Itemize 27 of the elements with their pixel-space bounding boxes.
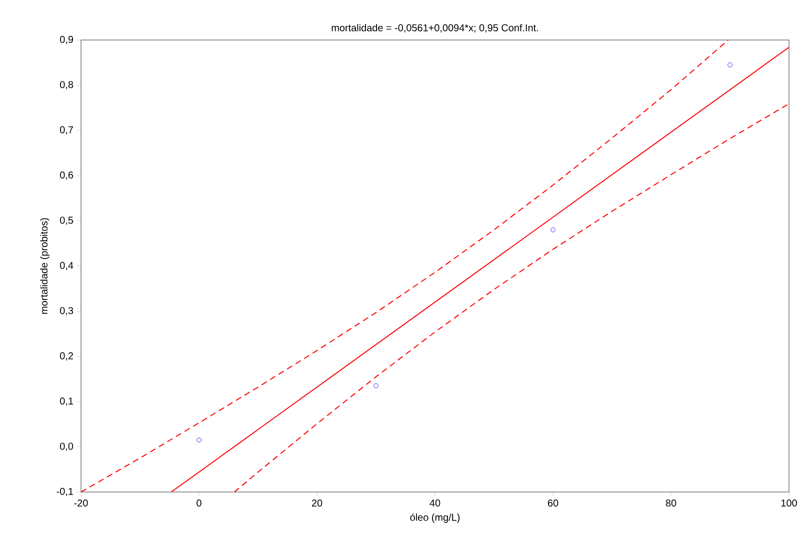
- point: [550, 227, 556, 232]
- y-tick-label: 0,6: [60, 171, 74, 180]
- point: [374, 383, 378, 388]
- x-tick-label: 40: [430, 500, 440, 507]
- x-tick-label: 80: [666, 500, 676, 507]
- y-tick-label: 0,7: [60, 126, 73, 135]
- x-tick-label: 60: [548, 500, 558, 507]
- x-tick-label: -20: [74, 500, 88, 507]
- y-tick-label: 0,1: [60, 397, 73, 406]
- x-tick-label: 0: [196, 500, 202, 507]
- y-tick-label: 0,5: [60, 216, 74, 225]
- x-axis-title: óleo (mg/L): [410, 513, 460, 523]
- y-axis-title: mortalidade (probitos): [40, 218, 50, 314]
- y-tick-label: -0,1: [56, 488, 73, 496]
- y-tick-label: 0,3: [60, 307, 74, 316]
- y-tick-label: 0,2: [60, 352, 73, 361]
- point: [728, 62, 732, 68]
- y-tick-label: 0,4: [60, 262, 74, 270]
- y-tick-label: 0,9: [60, 36, 74, 44]
- line-series: [234, 103, 790, 492]
- point: [196, 438, 202, 442]
- y-tick-label: 0,0: [60, 442, 74, 451]
- chart-title: mortalidade = -0,0561+0,0094*x; 0,95 Conf.Int.: [332, 24, 538, 33]
- line-series: [81, 40, 729, 492]
- x-tick-label: 100: [781, 500, 797, 507]
- y-tick-label: 0,8: [60, 81, 74, 90]
- x-tick-label: 20: [312, 500, 322, 507]
